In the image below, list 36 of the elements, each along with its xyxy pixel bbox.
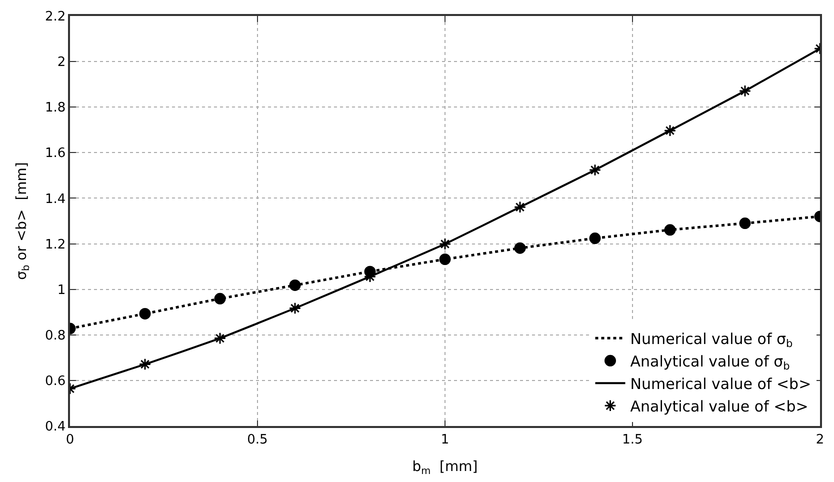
y-tick-label: 1.2 xyxy=(44,237,66,252)
point xyxy=(739,218,751,230)
legend-label: Numerical value of <b> xyxy=(630,375,812,393)
y-tick-label: 1.6 xyxy=(44,146,66,162)
point xyxy=(138,358,152,370)
point xyxy=(589,232,601,244)
x-axis-title: b$_{m}$ [mm] xyxy=(412,459,478,478)
x-tick-label: 0 xyxy=(66,432,74,448)
point xyxy=(214,332,226,344)
y-tick-label: 2.2 xyxy=(44,10,66,25)
point xyxy=(664,224,676,236)
point xyxy=(738,84,752,98)
point xyxy=(139,308,151,320)
point xyxy=(288,302,302,314)
point xyxy=(514,242,526,254)
point xyxy=(438,238,452,250)
y-tick-label: 0.4 xyxy=(44,420,66,435)
point xyxy=(664,124,676,137)
y-tick-label: 1.8 xyxy=(44,100,66,116)
legend-label: Analytical value of <b> xyxy=(630,398,808,416)
x-tick-label: 1.5 xyxy=(622,432,643,448)
y-tick-label: 0.6 xyxy=(44,374,66,389)
legend-label: Numerical value of σ$_{b}$ xyxy=(630,330,793,350)
y-tick-label: 0.8 xyxy=(44,328,66,344)
y-tick-label: 1.4 xyxy=(44,192,66,207)
y-tick-label: 1 xyxy=(57,282,66,298)
point xyxy=(514,200,526,214)
x-tick-label: 1 xyxy=(440,432,450,448)
x-tick-label: 0.5 xyxy=(247,432,268,448)
point xyxy=(289,279,301,291)
point xyxy=(214,292,226,304)
point xyxy=(439,254,451,266)
legend-label: Analytical value of σ$_{b}$ xyxy=(630,352,790,373)
point xyxy=(588,164,602,176)
y-tick-label: 2 xyxy=(57,55,66,70)
x-tick-label: 2 xyxy=(816,432,824,448)
